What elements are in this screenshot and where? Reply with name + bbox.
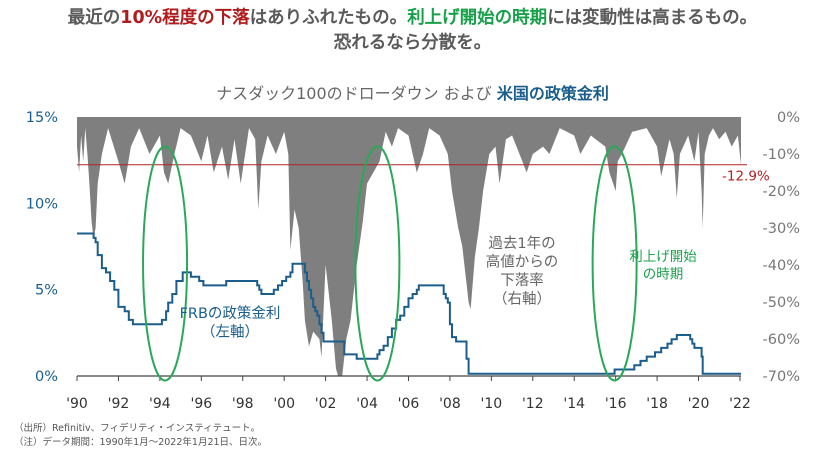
x-tick-label: '08 — [439, 396, 461, 412]
policy-rate-line — [77, 232, 741, 375]
left-tick-label: 10% — [26, 196, 58, 212]
left-tick-label: 0% — [35, 369, 58, 385]
axes-group — [76, 375, 741, 381]
x-tick-label: '04 — [356, 396, 378, 412]
left-tick-label: 5% — [35, 283, 58, 299]
reference-line-group: -12.9% — [77, 164, 770, 185]
footnote-note: （注）データ期間：1990年1月〜2022年1月21日、日次。 — [14, 437, 268, 448]
headline-text-3: には変動性は高まるもの。 — [547, 8, 758, 28]
right-tick-label: -70% — [763, 369, 800, 385]
rate-line-group — [77, 232, 741, 375]
x-tick-label: '22 — [729, 396, 751, 412]
chart-title-part1: ナスダック100のドローダウン および — [216, 84, 497, 103]
annotation-policy-rate-line: （左軸） — [201, 324, 259, 341]
x-tick-label: '06 — [398, 396, 420, 412]
x-tick-label: '12 — [522, 396, 544, 412]
annotation-drawdown-line: 過去1年の — [488, 235, 555, 252]
annotation-drawdown-line: （右軸） — [493, 291, 551, 308]
right-tick-label: -20% — [763, 184, 800, 200]
x-tick-label: '20 — [688, 396, 710, 412]
x-tick-label: '10 — [481, 396, 503, 412]
annotation-rate-hike: 利上げ開始の時期 — [629, 249, 697, 283]
annotation-rate-hike-line: 利上げ開始 — [629, 249, 697, 265]
x-tick-label: '14 — [563, 396, 585, 412]
headline-line-1: 最近の10%程度の下落はありふれたもの。利上げ開始の時期には変動性は高まるもの。 — [0, 6, 825, 31]
right-tick-label: 0% — [777, 110, 800, 126]
chart-title: ナスダック100のドローダウン および 米国の政策金利 — [0, 80, 825, 104]
chart-title-part2: 米国の政策金利 — [496, 84, 609, 103]
x-tick-label: '18 — [646, 396, 668, 412]
footnotes: （出所）Refinitiv、フィデリティ・インスティテュート。 （注）データ期間… — [14, 422, 267, 450]
x-tick-label: '90 — [66, 396, 88, 412]
headline: 最近の10%程度の下落はありふれたもの。利上げ開始の時期には変動性は高まるもの。… — [0, 6, 825, 56]
right-tick-label: -40% — [763, 258, 800, 274]
right-tick-label: -50% — [763, 295, 800, 311]
annotation-drawdown-line: 下落率 — [500, 272, 544, 289]
headline-emphasis-decline: 10%程度の下落 — [120, 8, 250, 28]
rate-hike-ellipse — [591, 145, 638, 382]
drawdown-area — [77, 117, 741, 376]
right-tick-label: -10% — [763, 147, 800, 163]
x-tick-label: '02 — [315, 396, 337, 412]
x-tick-label: '98 — [232, 396, 254, 412]
current-drawdown-label: -12.9% — [722, 169, 770, 185]
x-tick-label: '00 — [273, 396, 295, 412]
headline-text-1: 最近の — [67, 8, 121, 28]
drawdown-area-group — [77, 117, 741, 376]
footnote-source: （出所）Refinitiv、フィデリティ・インスティテュート。 — [14, 423, 260, 434]
x-tick-label: '94 — [149, 396, 171, 412]
annotation-group: FRBの政策金利 （左軸） 過去1年の高値からの下落率 （右軸） 利上げ開始の時期 — [180, 235, 698, 341]
left-tick-label: 15% — [26, 110, 58, 126]
headline-emphasis-rate-hike: 利上げ開始の時期 — [407, 8, 548, 28]
right-tick-label: -30% — [763, 221, 800, 237]
headline-line-2: 恐れるなら分散を。 — [333, 33, 492, 53]
x-tick-label: '92 — [108, 396, 130, 412]
tick-label-group: '90 '92 '94 '96 '98 '00 '02 '04 '06 '08 '10 '12 '14 '… — [26, 110, 800, 412]
x-tick-label: '16 — [605, 396, 627, 412]
x-tick-label: '96 — [190, 396, 212, 412]
highlight-group — [142, 145, 638, 382]
annotation-drawdown-line: 高値からの — [486, 254, 559, 271]
chart: -12.9% '90 '92 '94 '96 '98 '00 '02 '04 '06 '08 '10… — [26, 110, 800, 412]
rate-hike-ellipse — [142, 145, 189, 382]
right-tick-label: -60% — [763, 332, 800, 348]
annotation-policy-rate-line: FRBの政策金利 — [180, 305, 281, 322]
annotation-drawdown: 過去1年の高値からの下落率 （右軸） — [486, 235, 559, 308]
annotation-rate-hike-line: の時期 — [643, 267, 684, 283]
headline-text-2: はありふれたもの。 — [249, 8, 408, 28]
annotation-policy-rate: FRBの政策金利 （左軸） — [180, 305, 281, 341]
rate-hike-ellipse — [354, 145, 401, 382]
